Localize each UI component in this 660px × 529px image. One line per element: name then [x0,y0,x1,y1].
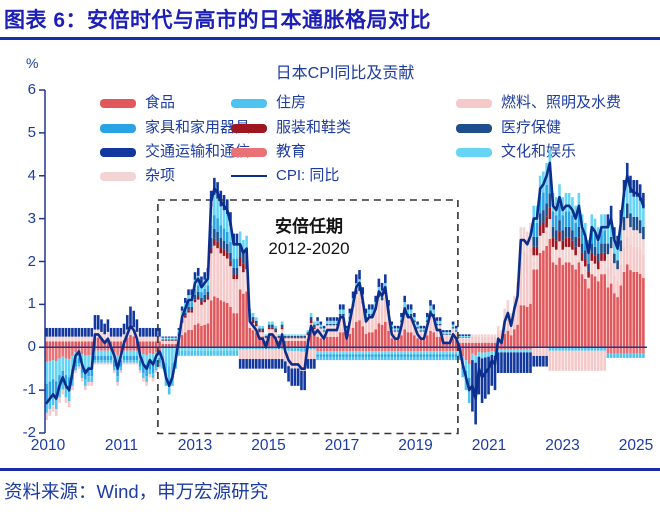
legend-label: 燃料、照明及水费 [501,94,622,111]
legend-label: 住房 [276,94,307,111]
legend-item-culture: 文化和娱乐 [456,142,576,162]
x-axis-label: 2011 [104,437,139,454]
footer-rule [0,468,660,471]
legend-label: 杂项 [145,167,176,184]
legend-label: 服装和鞋类 [276,119,352,136]
x-axis-label: 2017 [324,437,360,454]
cpi-line-swatch [231,174,267,178]
legend-item-cpi_line: CPI: 同比 [231,166,339,186]
y-axis-label: 3 [27,209,36,227]
furniture-swatch [100,123,136,133]
education-swatch [231,147,267,157]
fuel-swatch [456,98,492,108]
x-axis-label: 2010 [30,437,66,454]
misc-swatch [100,171,136,181]
x-axis-label: 2025 [618,437,654,454]
y-axis-label: 2 [27,252,36,270]
legend-label: 家具和家用器具 [145,119,251,136]
x-axis-label: 2015 [251,437,286,454]
legend-label: CPI: 同比 [276,167,340,184]
legend-label: 教育 [276,143,307,160]
legend-item-housing: 住房 [231,93,306,113]
legend-label: 医疗保健 [501,119,562,136]
legend-label: 交通运输和通信 [145,143,251,160]
legend-item-misc: 杂项 [100,166,175,186]
medical-swatch [456,123,492,133]
y-axis-unit-label: % [26,55,39,71]
y-axis-label: 6 [27,81,36,98]
legend-item-medical: 医疗保健 [456,118,561,138]
y-axis-label: -2 [22,424,36,441]
legend-item-food: 食品 [100,93,175,113]
legend-item-education: 教育 [231,142,306,162]
legend-label: 文化和娱乐 [501,143,577,160]
y-axis-label: 1 [27,295,36,313]
legend-item-furniture: 家具和家用器具 [100,118,250,138]
legend-item-fuel: 燃料、照明及水费 [456,93,621,113]
source-note: 资料来源：Wind，申万宏源研究 [4,481,269,502]
figure-title: 图表 6：安倍时代与高市的日本通胀格局对比 [4,9,432,32]
food-swatch [100,98,136,108]
x-axis-label: 2019 [398,437,433,454]
y-axis-label: 0 [27,338,36,356]
y-axis-label: -1 [22,381,36,399]
title-rule [0,37,660,40]
housing-swatch [231,98,267,108]
cpi-chart-plot [39,89,647,435]
x-axis-label: 2023 [545,437,580,454]
x-axis-label: 2013 [177,437,213,454]
legend-item-transport: 交通运输和通信 [100,142,250,162]
x-axis-label: 2021 [471,437,507,454]
legend-label: 食品 [145,94,176,111]
chart-title: 日本CPI同比及贡献 [275,65,415,82]
clothing-swatch [231,123,267,133]
y-axis-label: 4 [27,166,36,184]
legend-item-clothing: 服装和鞋类 [231,118,351,138]
y-axis-label: 5 [27,123,36,141]
transport-swatch [100,147,136,157]
culture-swatch [456,147,492,157]
